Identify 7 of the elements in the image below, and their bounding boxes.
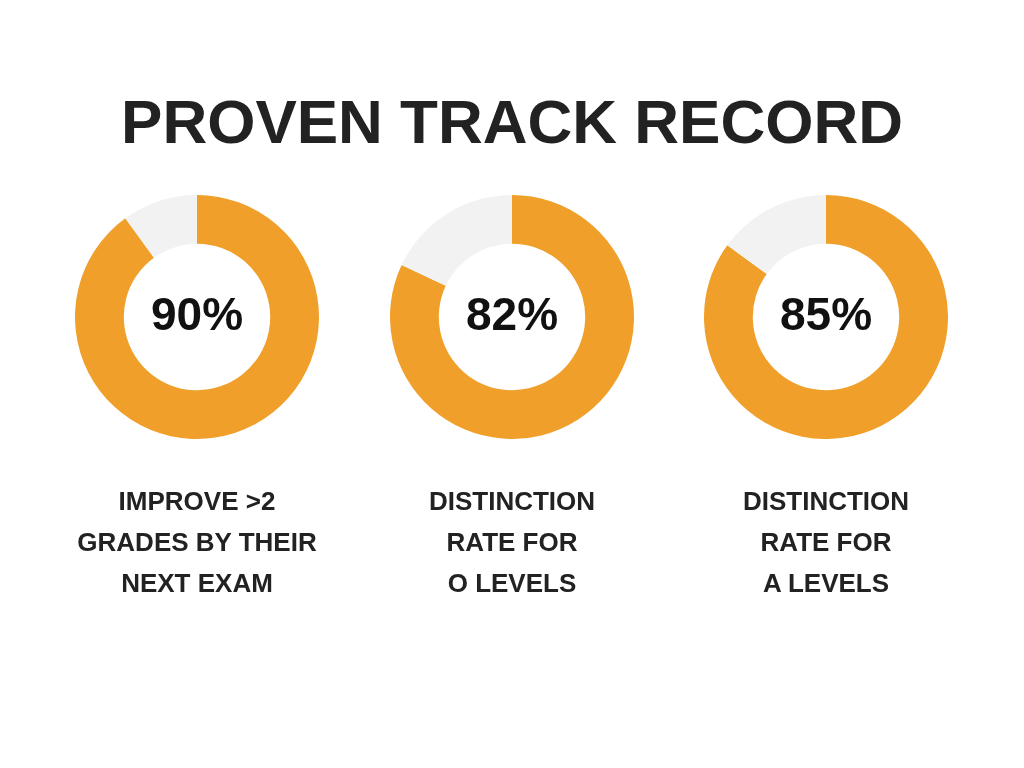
text: DISTINCTION RATE FOR O LEVELS [427,485,597,600]
data-label: 85% [779,287,873,340]
text: DISTINCTION RATE FOR A LEVELS [741,485,911,600]
text: PROVEN TRACK RECORD [120,86,904,157]
text: IMPROVE >2 GRADES BY THEIR NEXT EXAM [76,485,318,600]
data-label: 82% [465,287,559,340]
data-label: 90% [150,287,244,340]
